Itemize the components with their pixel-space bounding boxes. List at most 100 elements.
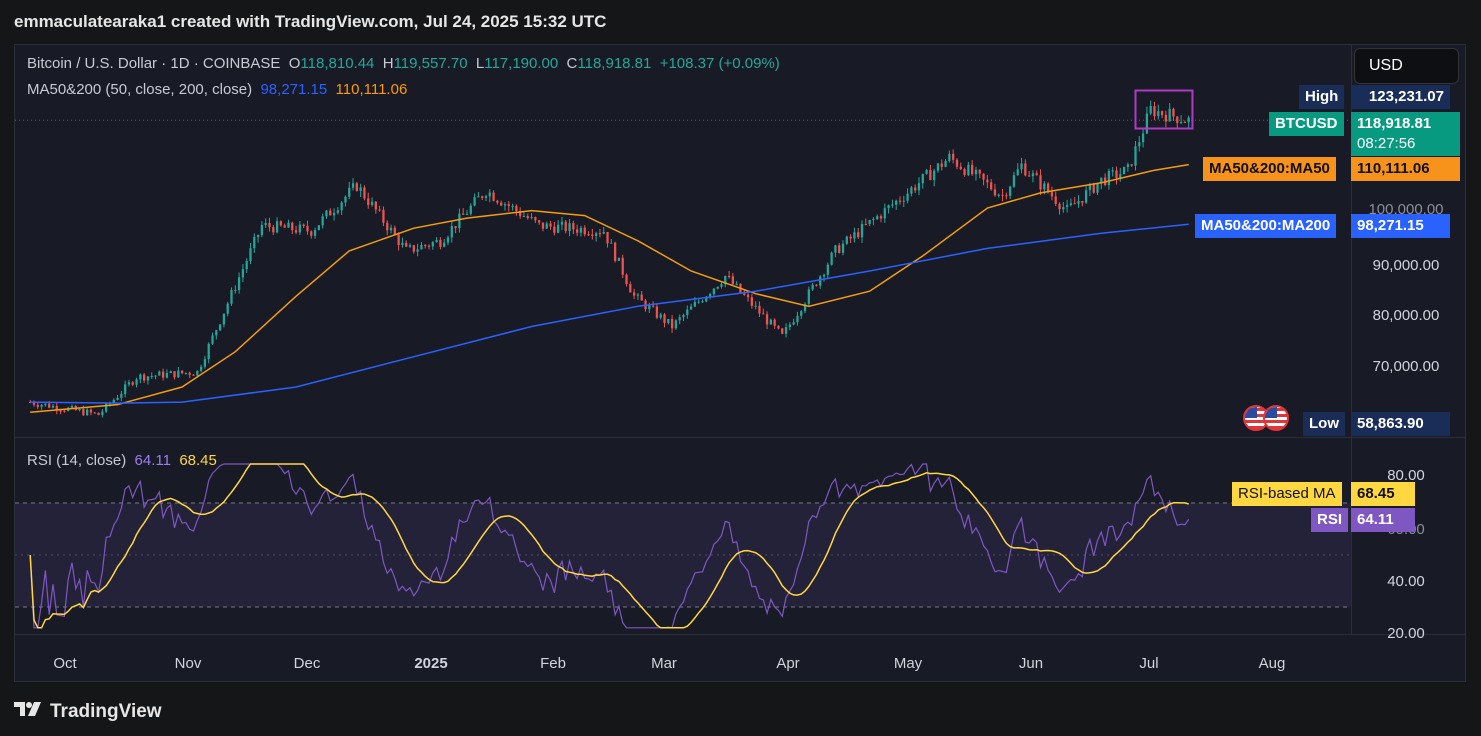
- candle-body: [484, 196, 488, 198]
- candle-body: [1020, 163, 1023, 170]
- candle-body: [902, 200, 905, 202]
- candle-body: [412, 245, 415, 252]
- chart-canvas[interactable]: [15, 45, 1466, 682]
- candle-body: [864, 224, 867, 226]
- candle-body: [1115, 170, 1118, 178]
- rsi-ma-legend-value: 68.45: [179, 452, 217, 469]
- candle-body: [420, 245, 423, 250]
- candle-body: [59, 410, 62, 412]
- candle-body: [230, 290, 233, 304]
- candle-body: [1187, 117, 1190, 123]
- candle-body: [640, 294, 643, 301]
- low-tag-value: 58,863.90: [1351, 412, 1450, 436]
- candle-body: [253, 237, 256, 249]
- ma50-legend-value: 110,111.06: [335, 81, 408, 98]
- candle-body: [971, 164, 974, 175]
- close-label: C: [566, 55, 578, 72]
- candle-body: [294, 230, 298, 233]
- candle-body: [674, 320, 678, 329]
- candle-body: [424, 245, 427, 247]
- candle-body: [1111, 170, 1114, 172]
- candle-body: [165, 372, 169, 378]
- candle-body: [348, 187, 351, 197]
- chart-frame[interactable]: Bitcoin / U.S. Dollar · 1D · COINBASE O 1…: [14, 44, 1466, 682]
- candle-body: [891, 204, 894, 206]
- candle-body: [872, 219, 875, 221]
- candle-body: [462, 213, 465, 215]
- candle-body: [963, 169, 966, 175]
- candle-body: [120, 393, 123, 398]
- candle-body: [306, 225, 309, 232]
- candle-body: [44, 403, 47, 405]
- candle-body: [363, 187, 366, 199]
- candle-body: [321, 216, 324, 226]
- candle-body: [1126, 164, 1130, 167]
- candle-body: [1050, 192, 1054, 197]
- time-label-feb: Feb: [540, 655, 566, 672]
- candle-body: [184, 372, 188, 374]
- candle-body: [226, 303, 229, 314]
- candle-body: [632, 292, 636, 296]
- candle-body: [1069, 203, 1073, 206]
- candle-body: [496, 200, 499, 203]
- author-credit: emmaculatearaka1 created with TradingVie…: [14, 12, 607, 31]
- candle-body: [416, 249, 419, 252]
- rsi-legend[interactable]: RSI (14, close) 64.11 68.45: [27, 452, 217, 469]
- candle-body: [439, 239, 442, 247]
- tradingview-logo-icon[interactable]: [14, 700, 44, 724]
- rsi-tag-value: 64.11: [1351, 508, 1415, 532]
- candle-body: [511, 205, 514, 207]
- candle-body: [974, 169, 978, 175]
- us-flag-event-icon-2[interactable]: [1263, 405, 1289, 431]
- candle-body: [325, 210, 328, 217]
- rsi-tick-80: 80.00: [1387, 467, 1425, 484]
- candle-body: [822, 274, 826, 277]
- ma-legend[interactable]: MA50&200 (50, close, 200, close) 98,271.…: [27, 81, 407, 98]
- candle-body: [382, 209, 385, 223]
- candle-body: [1073, 203, 1076, 205]
- candle-body: [591, 234, 594, 236]
- currency-button[interactable]: USD: [1354, 48, 1459, 84]
- time-label-jul: Jul: [1139, 655, 1159, 672]
- candle-body: [784, 327, 788, 334]
- candle-body: [234, 289, 237, 291]
- candle-body: [298, 224, 302, 233]
- candle-body: [1183, 122, 1187, 124]
- candle-body: [557, 224, 560, 233]
- last-price-value: 118,918.81: [1357, 115, 1432, 132]
- candle-body: [613, 242, 617, 261]
- candle-body: [906, 193, 909, 201]
- candle-body: [70, 406, 74, 408]
- candle-body: [97, 412, 100, 416]
- candle-body: [1172, 108, 1175, 117]
- candle-body: [86, 409, 89, 416]
- candle-body: [549, 223, 552, 227]
- candle-body: [545, 223, 548, 229]
- candle-body: [564, 221, 567, 232]
- candle-body: [655, 306, 659, 318]
- candle-body: [154, 375, 157, 377]
- low-value: 117,190.00: [484, 55, 559, 72]
- brand-name[interactable]: TradingView: [50, 701, 162, 723]
- open-label: O: [288, 55, 301, 72]
- candle-body: [302, 224, 305, 226]
- candle-body: [124, 384, 127, 394]
- candle-body: [310, 231, 313, 236]
- candle-body: [291, 222, 294, 231]
- candle-body: [215, 330, 218, 336]
- symbol-name[interactable]: Bitcoin / U.S. Dollar · 1D · COINBASE: [27, 55, 281, 72]
- candle-body: [469, 205, 472, 214]
- time-label-2025: 2025: [414, 655, 448, 672]
- candle-body: [1141, 133, 1145, 143]
- candle-body: [587, 234, 590, 236]
- candle-body: [336, 210, 339, 213]
- candle-body: [541, 222, 545, 229]
- candle-body: [450, 226, 453, 238]
- candle-body: [1088, 184, 1092, 191]
- candle-body: [845, 236, 848, 244]
- candle-body: [515, 205, 518, 212]
- candle-body: [712, 288, 716, 295]
- rsi-legend-value: 64.11: [134, 452, 171, 469]
- candle-body: [1100, 177, 1103, 184]
- candle-body: [883, 208, 886, 219]
